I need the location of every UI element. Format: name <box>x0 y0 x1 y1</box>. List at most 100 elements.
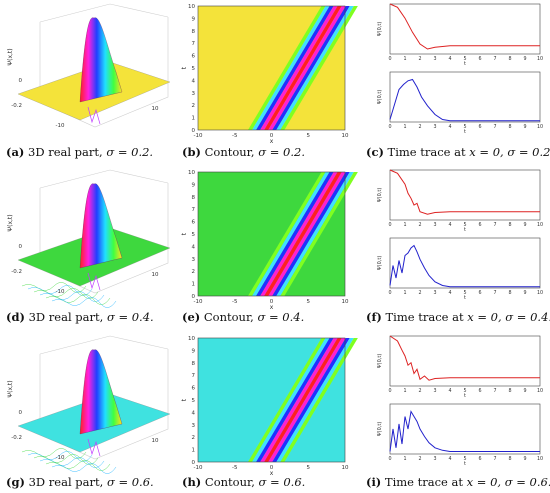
y-tick-label: 7 <box>192 373 196 379</box>
y-tick-label: 3 <box>192 91 196 97</box>
y-tick-label: 6 <box>192 386 196 392</box>
wave-peak <box>79 183 123 269</box>
caption-g: (g) 3D real part, σ = 0.6. <box>6 475 154 489</box>
contour-band <box>252 172 330 296</box>
wave-tail <box>87 438 101 457</box>
y-tick-label: 7 <box>192 207 196 213</box>
x-tick-label: 2 <box>418 388 421 394</box>
wave-tail <box>87 106 101 125</box>
contour-band <box>276 338 354 462</box>
contour-band <box>247 338 326 462</box>
y-tick-label: 8 <box>192 195 196 201</box>
wave-tail <box>87 272 101 291</box>
x-tick-label: 8 <box>508 388 511 394</box>
contour-band <box>260 6 338 130</box>
x-tick-label: 8 <box>508 56 511 62</box>
y-axis-label: t <box>181 66 188 69</box>
z-tick: 0 <box>19 244 23 250</box>
x-tick-label: 7 <box>493 222 496 228</box>
x-tick-label: 1 <box>403 388 406 394</box>
contour-line <box>21 282 87 293</box>
y-tick-label: 4 <box>192 410 196 416</box>
y-tick-label: 5 <box>192 232 196 238</box>
box-edge <box>39 3 169 23</box>
x-tick-label: 7 <box>493 456 496 462</box>
x-tick-label: 8 <box>508 456 511 462</box>
contour-plot-1 <box>197 171 358 297</box>
x-tick-label: 5 <box>307 133 311 139</box>
box-edge <box>39 17 169 128</box>
x-tick-label: 5 <box>307 465 311 471</box>
y-tick-label: 2 <box>192 435 196 441</box>
x-tick-label: 4 <box>448 456 451 462</box>
contour-band <box>247 6 326 130</box>
y-tick-label: 10 <box>188 336 195 342</box>
x-tick: -10 <box>56 289 65 295</box>
x-tick-label: 2 <box>418 56 421 62</box>
trace-line <box>389 3 540 50</box>
box-edge <box>39 169 169 189</box>
contour-frame <box>197 5 346 131</box>
x-tick-label: 3 <box>433 56 436 62</box>
y-tick-label: 1 <box>192 282 196 288</box>
contour-band <box>247 172 326 296</box>
contour-band <box>264 338 342 462</box>
caption-c: (c) Time trace at x = 0, σ = 0.2. <box>366 145 550 159</box>
contour-band <box>268 6 346 130</box>
trace-top-2 <box>389 335 541 387</box>
z-axis-label: Ψ(x,t) <box>7 380 14 397</box>
x-tick-label: 4 <box>448 124 451 130</box>
contour-band <box>256 6 334 130</box>
trace-line <box>389 335 540 381</box>
surface-plot-0 <box>17 3 171 128</box>
y-tick-label: 5 <box>192 66 196 72</box>
x-tick-label: 0 <box>388 456 391 462</box>
trace-frame <box>389 335 541 387</box>
x-tick: -10 <box>56 455 65 461</box>
contour-band <box>268 338 346 462</box>
contour-line <box>45 294 111 305</box>
x-tick-label: 6 <box>478 56 481 62</box>
caption-h: (h) Contour, σ = 0.6. <box>182 475 306 489</box>
y-axis-label: Ψ(0,t) <box>377 354 383 369</box>
trace-line <box>389 78 540 122</box>
x-tick-label: 7 <box>493 56 496 62</box>
trace-frame <box>389 169 541 221</box>
x-tick-label: 5 <box>463 222 466 228</box>
z-tick: 0 <box>19 78 23 84</box>
y-tick-label: 1 <box>192 448 196 454</box>
x-tick-label: 4 <box>448 222 451 228</box>
x-tick-label: 3 <box>433 388 436 394</box>
x-tick: -10 <box>56 123 65 129</box>
contour-line <box>51 463 117 474</box>
contour-line <box>33 454 99 465</box>
contour-band <box>276 172 354 296</box>
z-tick: -0.2 <box>11 269 22 275</box>
contour-band <box>272 172 350 296</box>
x-tick-label: 10 <box>537 456 543 462</box>
box-edge <box>39 335 169 355</box>
x-tick-label: 8 <box>508 222 511 228</box>
contour-line <box>45 460 111 471</box>
y-axis-label: Ψ(0,t) <box>377 90 383 105</box>
caption-d: (d) 3D real part, σ = 0.4. <box>6 310 154 324</box>
y-tick-label: 0 <box>192 294 196 300</box>
x-tick-label: 8 <box>508 124 511 130</box>
x-axis-label: t <box>464 61 466 67</box>
y-tick-label: 9 <box>192 16 196 22</box>
x-tick-label: 0 <box>388 56 391 62</box>
wave-peak <box>79 349 123 435</box>
caption-i: (i) Time trace at x = 0, σ = 0.6. <box>366 475 550 489</box>
x-tick-label: 8 <box>508 290 511 296</box>
caption-b: (b) Contour, σ = 0.2. <box>182 145 305 159</box>
x-tick-label: 10 <box>342 299 349 305</box>
wave-peak <box>79 17 123 103</box>
contour-line <box>39 457 105 468</box>
x-tick-label: 3 <box>433 456 436 462</box>
contour-line <box>33 288 99 299</box>
x-axis-label: t <box>464 295 466 301</box>
y-tick-label: 4 <box>192 244 196 250</box>
x-tick-label: 7 <box>493 290 496 296</box>
x-tick-label: 5 <box>463 124 466 130</box>
y-tick-label: 6 <box>192 220 196 226</box>
